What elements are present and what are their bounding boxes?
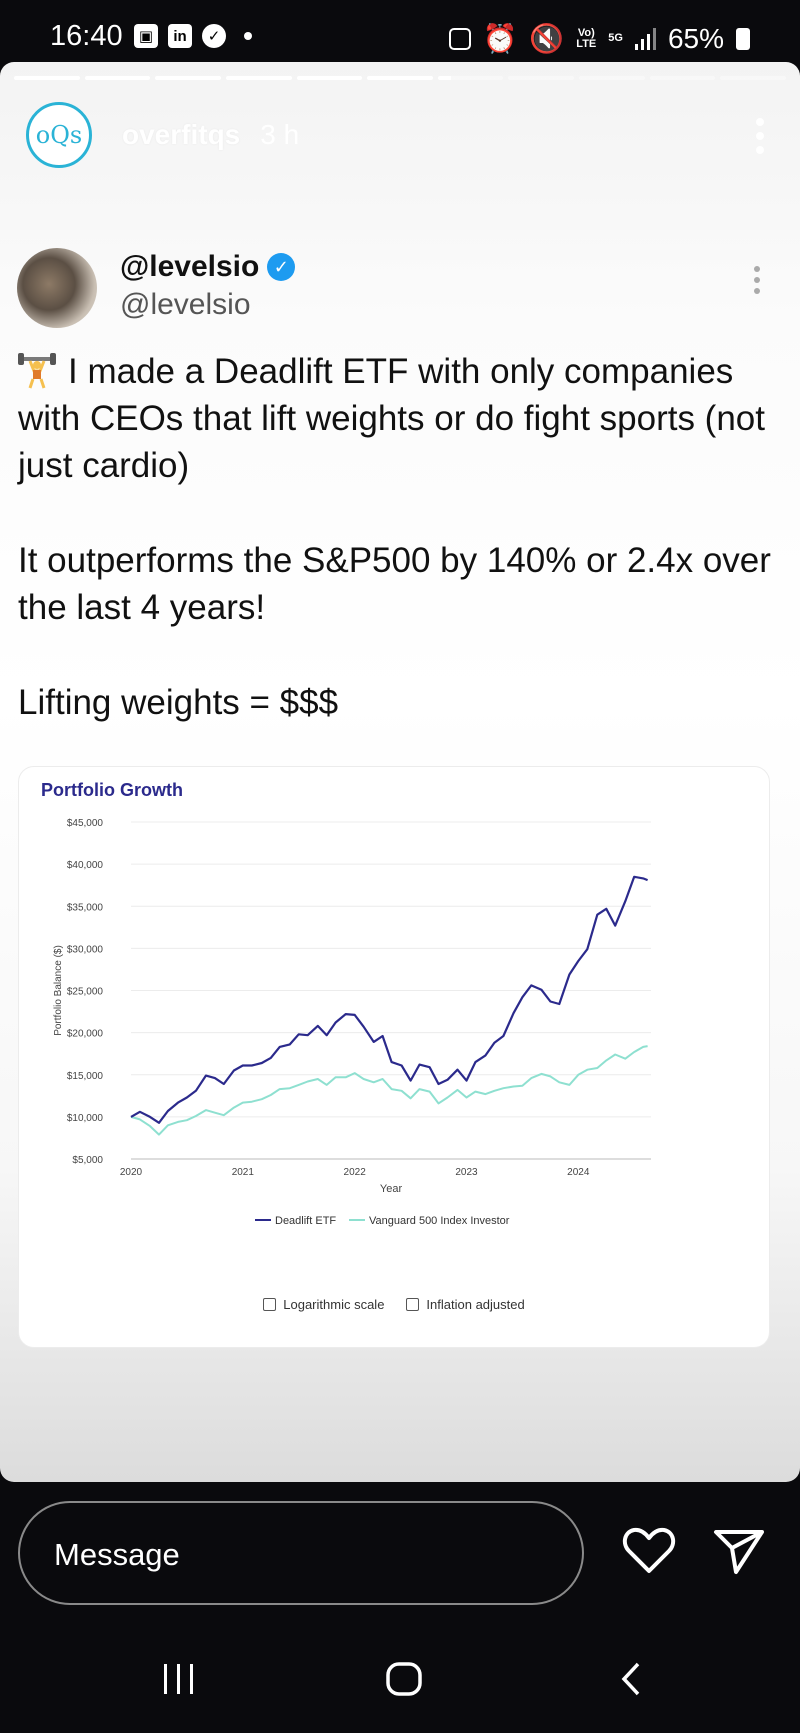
tweet-handle: @levelsio [120, 288, 251, 321]
home-icon[interactable] [384, 1660, 424, 1700]
tweet-text: I made a Deadlift ETF with only companie… [18, 348, 788, 726]
series-line-deadlift-etf [130, 875, 648, 1124]
story-more-options-icon[interactable] [756, 118, 764, 154]
signal-icon [634, 27, 656, 50]
story-progress-segment [720, 76, 787, 80]
logarithmic-scale-checkbox[interactable]: Logarithmic scale [263, 1297, 384, 1312]
y-tick-label: $30,000 [67, 944, 104, 955]
y-tick-label: $40,000 [67, 860, 104, 871]
portfolio-chart-card: Portfolio Growth $5,000 $10,000 $15,000 $20,… [18, 766, 770, 1348]
story-progress-segment [649, 76, 716, 80]
story-card[interactable]: oQs overfitqs 3 h @levelsio ✓ @levelsio … [0, 62, 800, 1482]
y-tick-label: $25,000 [67, 987, 104, 998]
story-progress-segment [84, 76, 151, 80]
story-author-avatar[interactable]: oQs [26, 102, 92, 168]
y-tick-label: $15,000 [67, 1071, 104, 1082]
message-input[interactable]: Message [18, 1501, 584, 1605]
story-time-ago: 3 h [260, 119, 300, 150]
y-tick-label: $20,000 [67, 1029, 104, 1040]
recent-apps-icon[interactable] [160, 1660, 200, 1700]
y-axis-label: Portfolio Balance ($) [53, 945, 64, 1036]
back-icon[interactable] [612, 1660, 652, 1700]
y-tick-label: $35,000 [67, 902, 104, 913]
weight-lifter-emoji-icon [18, 353, 56, 389]
tweet-display-name: @levelsio ✓ [120, 250, 296, 284]
chart-title: Portfolio Growth [41, 780, 183, 800]
y-tick-label: $5,000 [72, 1155, 103, 1166]
story-header: oQs overfitqs 3 h [26, 102, 299, 168]
inflation-adjusted-checkbox[interactable]: Inflation adjusted [406, 1297, 525, 1312]
series-line-vanguard-500 [130, 1045, 648, 1136]
x-tick-label: 2024 [567, 1167, 590, 1178]
x-tick-label: 2020 [120, 1167, 143, 1178]
story-progress-segment [367, 76, 433, 80]
tweet-author-avatar [17, 248, 97, 328]
send-icon[interactable] [712, 1526, 766, 1576]
status-bar: 16:40 ▣ in ✓ ⏰ 🔇 Vo) LTE 5G 65% [0, 0, 800, 62]
gallery-notification-icon: ▣ [134, 24, 158, 48]
battery-percent: 65% [667, 22, 724, 54]
x-tick-label: 2022 [344, 1167, 367, 1178]
y-tick-label: $10,000 [67, 1113, 104, 1124]
mute-icon: 🔇 [529, 23, 565, 54]
x-tick-label: 2021 [232, 1167, 255, 1178]
story-progress-segment [225, 76, 292, 80]
portfolio-growth-chart: Portfolio Growth $5,000 $10,000 $15,000 $20,… [41, 780, 651, 1227]
story-progress-segment [437, 76, 504, 80]
check-notification-icon: ✓ [202, 24, 226, 48]
story-progress-segment [296, 76, 363, 80]
tweet-paragraph: It outperforms the S&P500 by 140% or 2.4… [18, 541, 771, 627]
tweet-paragraph: Lifting weights = $$$ [18, 683, 339, 722]
linkedin-notification-icon: in [168, 24, 192, 48]
heart-icon[interactable] [622, 1526, 676, 1576]
legend-label: Vanguard 500 Index Investor [369, 1215, 510, 1227]
story-progress-segment [508, 76, 575, 80]
legend-label: Deadlift ETF [275, 1215, 336, 1227]
story-progress-segment [14, 76, 80, 80]
x-axis-label: Year [380, 1183, 403, 1195]
x-tick-label: 2023 [455, 1167, 478, 1178]
story-progress-segment [579, 76, 645, 80]
verified-badge-icon: ✓ [267, 253, 296, 281]
tweet-paragraph: I made a Deadlift ETF with only companie… [18, 352, 765, 485]
alarm-icon: ⏰ [482, 23, 518, 54]
story-username[interactable]: overfitqs [122, 119, 241, 150]
5g-icon: 5G [608, 32, 623, 44]
battery-icon [736, 27, 750, 50]
more-notifications-icon [244, 32, 252, 40]
story-progress-segment [155, 76, 221, 80]
tweet-more-options-icon [754, 266, 760, 294]
y-tick-label: $45,000 [67, 818, 104, 829]
volte-icon: Vo) LTE [576, 26, 597, 50]
status-time: 16:40 [50, 20, 123, 52]
story-progress-bar [14, 76, 787, 80]
battery-saver-icon [448, 27, 471, 50]
